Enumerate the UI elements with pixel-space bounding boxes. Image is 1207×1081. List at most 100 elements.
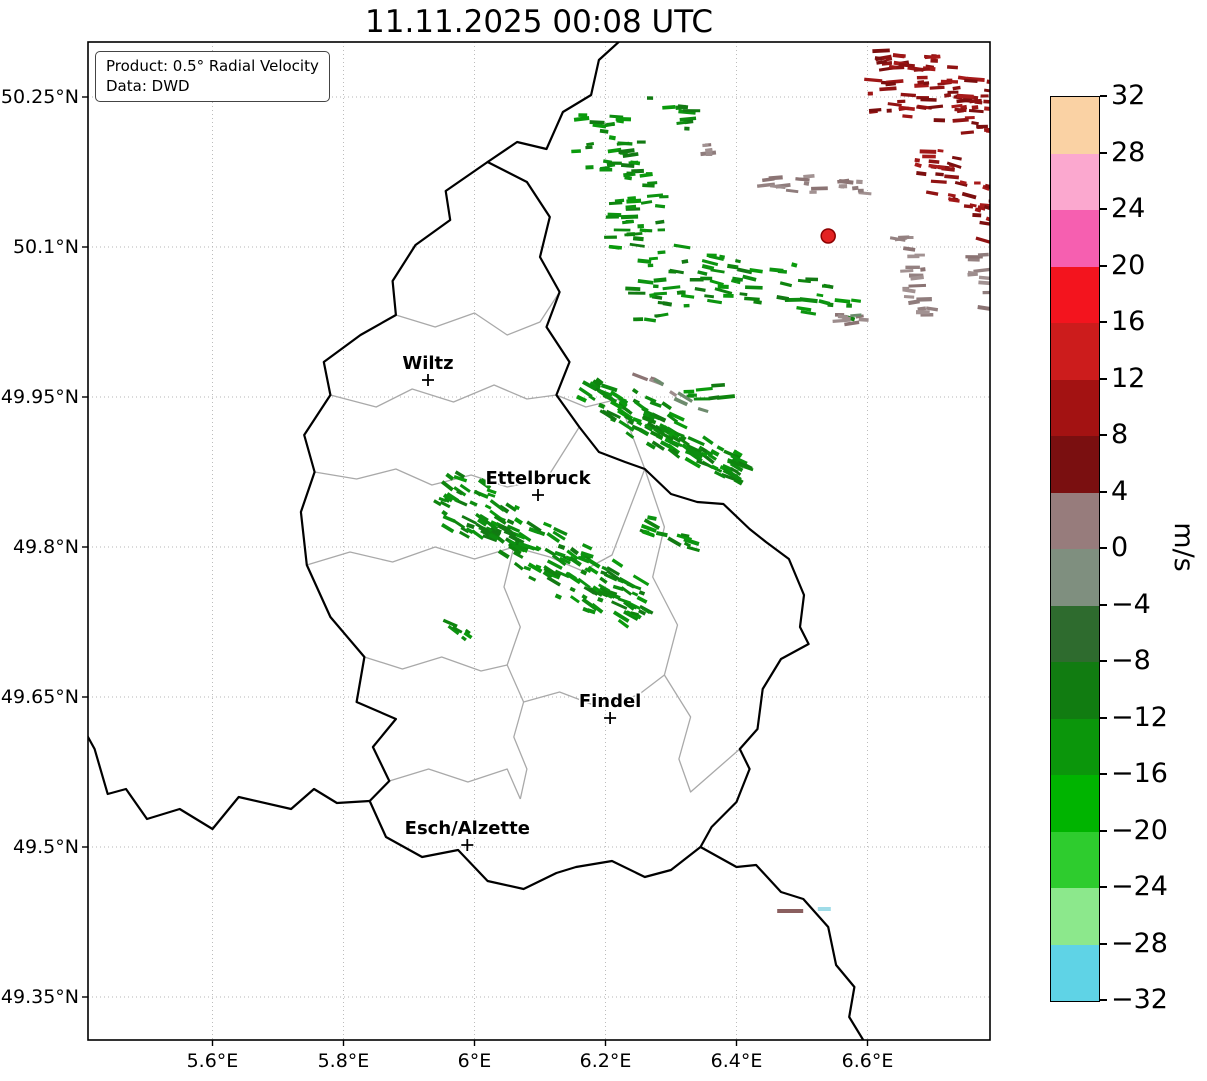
radar-echo [898,62,915,68]
radar-echo [674,431,685,438]
radar-echo [917,80,925,85]
radar-echo [617,618,630,629]
colorbar-segment [1051,379,1099,436]
radar-echo [657,250,666,255]
radar-echo [920,97,937,102]
radar-echo [902,114,913,119]
radar-echo [583,586,599,596]
radar-echo [743,465,754,472]
radar-echo [632,416,642,424]
plot-frame [87,41,991,1041]
radar-echo [579,554,586,561]
radar-echo [683,541,692,548]
x-tick-label: 6.6°E [841,1050,894,1072]
radar-echo [510,530,526,540]
country-border [299,160,810,891]
radar-echo [659,195,669,199]
radar-echo [439,500,451,509]
colorbar-segment [1051,97,1099,154]
radar-echo [642,415,657,425]
radar-echo [984,106,990,112]
radar-echo [639,172,653,178]
radar-echo [872,48,890,54]
radar-echo [643,518,661,530]
radar-echo [609,399,624,410]
radar-echo [618,419,635,432]
radar-echo [612,584,624,592]
radar-echo [657,228,666,232]
radar-echo [551,554,567,567]
radar-echo [631,424,641,432]
radar-echo [964,78,978,84]
radar-echo [441,509,448,517]
radar-echo [497,549,510,559]
radar-echo [566,549,579,561]
radar-echo [597,596,604,603]
colorbar-tick-label: 24 [1111,193,1146,224]
radar-echo [488,522,499,531]
colorbar-tick [1100,95,1107,97]
radar-echo [713,470,726,479]
colorbar-tick-label: −28 [1111,927,1168,959]
colorbar-tick [1100,434,1107,436]
radar-echo [599,128,609,134]
radar-echo [626,198,642,204]
colorbar-tick-label: −8 [1111,645,1151,676]
radar-echo [475,522,490,534]
radar-echo [959,180,967,185]
district-border [330,384,557,408]
colorbar-tick-label: −32 [1111,984,1168,1015]
radar-echo [744,296,760,302]
colorbar-tick-label: −16 [1111,758,1168,789]
radar-echo [624,232,643,237]
radar-echo [973,267,990,273]
radar-echo [683,303,690,308]
y-tick-label: 49.8°N [12,536,79,558]
radar-echo [650,430,664,440]
radar-echo [803,181,810,186]
radar-echo [681,259,689,264]
radar-echo [624,601,638,610]
radar-echo [983,204,990,212]
radar-echo [803,173,815,179]
radar-echo [701,447,708,454]
radar-echo [642,529,650,535]
radar-echo [642,411,651,418]
radar-echo [805,277,819,282]
radar-echo [821,284,830,288]
radar-echo [632,574,650,587]
radar-echo [543,566,562,579]
radar-echo [700,276,713,281]
radar-echo [648,256,658,261]
radar-echo [697,270,708,276]
radar-echo [667,536,682,548]
radar-echo [646,96,654,100]
radar-echo [832,318,851,323]
district-border [556,394,646,470]
radar-echo [480,477,488,485]
radar-echo [627,419,634,426]
radar-site-marker [820,228,836,244]
radar-echo [795,177,810,182]
radar-echo [994,93,1011,99]
radar-echo [597,590,609,598]
city-label: Esch/Alzette [405,818,530,839]
radar-echo [779,281,793,288]
radar-echo [618,399,628,409]
radar-echo [711,383,726,388]
radar-echo [925,190,939,196]
radar-echo [947,196,959,203]
radar-echo [914,158,921,163]
radar-echo [523,565,532,572]
colorbar-tick [1100,942,1107,945]
radar-echo [608,201,623,206]
radar-echo [993,229,1000,234]
radar-echo [694,286,706,293]
radar-echo [874,56,883,61]
radar-echo [554,593,562,600]
radar-echo [649,400,662,408]
radar-echo [433,499,442,507]
radar-echo [577,577,591,589]
radar-echo [885,57,893,62]
radar-echo [993,141,999,145]
